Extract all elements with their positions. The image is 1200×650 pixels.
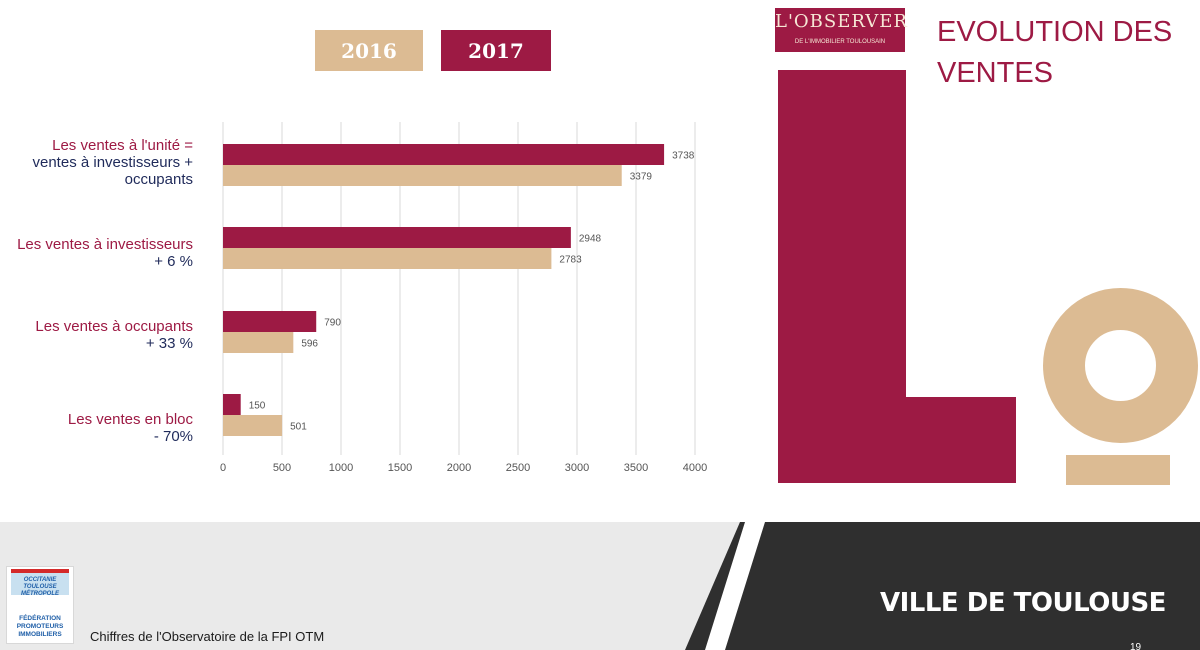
bar-2016: [223, 248, 552, 269]
page-number: 19: [1130, 642, 1142, 650]
data-label: 2948: [579, 234, 602, 245]
bar-chart: 0 500 1000 1500 2000 2500 3000 3500 4000 3738 2948…: [220, 122, 707, 474]
category-label-line: occupants: [124, 171, 193, 188]
category-label-unite: Les ventes à l'unité = ventes à investis…: [33, 137, 194, 188]
x-tick-label: 3000: [565, 462, 589, 474]
bar-2017: [223, 311, 317, 332]
x-tick-label: 4000: [683, 462, 707, 474]
bar-2016: [223, 165, 622, 186]
category-label-line: Les ventes à occupants: [35, 318, 193, 335]
data-label: 3738: [672, 151, 695, 162]
data-label: 2783: [559, 255, 582, 266]
bar-2016: [223, 415, 283, 436]
legend-2017: 2017: [441, 30, 551, 71]
x-tick-label: 1500: [388, 462, 412, 474]
legend-2016: 2016: [315, 30, 423, 71]
fpi-name-text: FÉDÉRATION PROMOTEURS IMMOBILIERS: [16, 615, 64, 638]
city-name: VILLE DE TOULOUSE: [880, 588, 1166, 618]
page-title: EVOLUTION DES VENTES: [937, 12, 1197, 94]
data-label: 596: [301, 339, 318, 350]
house-roof-icon: [11, 569, 69, 595]
bar-2016: [223, 332, 294, 353]
decorative-dash: [1066, 455, 1170, 485]
bar-2017: [223, 394, 241, 415]
category-label-bloc: Les ventes en bloc - 70%: [68, 411, 193, 445]
decorative-letter-o: [1043, 288, 1198, 443]
category-label-line: Les ventes en bloc: [67, 411, 193, 428]
observer-logo: L'OBSERVER DE L'IMMOBILIER TOULOUSAIN: [775, 8, 908, 52]
x-tick-label: 500: [273, 462, 291, 474]
category-label-investisseurs: Les ventes à investisseurs + 6 %: [17, 236, 193, 270]
footer-dark-panel: [685, 522, 1200, 650]
title-line: VENTES: [937, 57, 1054, 89]
category-label-line: ventes à investisseurs +: [32, 154, 194, 171]
logo-subtitle: DE L'IMMOBILIER TOULOUSAIN: [794, 39, 886, 45]
fpi-region-text: OCCITANIE TOULOUSE MÉTROPOLE: [20, 577, 59, 597]
data-label: 790: [324, 318, 341, 329]
decorative-letter-l-foot: [778, 397, 1016, 483]
source-note: Chiffres de l'Observatoire de la FPI OTM: [90, 629, 325, 644]
category-change-label: + 33 %: [145, 335, 193, 352]
category-change-label: - 70%: [153, 428, 193, 445]
data-label: 150: [249, 401, 266, 412]
data-label: 3379: [630, 172, 653, 183]
bar-2017: [223, 227, 571, 248]
x-tick-label: 0: [220, 462, 226, 474]
bar-2017: [223, 144, 665, 165]
logo-name: L'OBSERVER: [775, 11, 908, 32]
category-label-line: Les ventes à investisseurs: [17, 236, 193, 253]
category-change-label: + 6 %: [154, 253, 193, 270]
title-line: EVOLUTION DES: [937, 16, 1173, 48]
x-tick-label: 1000: [329, 462, 353, 474]
data-label: 501: [290, 422, 307, 433]
category-label-line: Les ventes à l'unité =: [52, 137, 193, 154]
category-label-occupants: Les ventes à occupants + 33 %: [35, 318, 193, 352]
fpi-logo: OCCITANIE TOULOUSE MÉTROPOLE FÉDÉRATION …: [6, 566, 74, 644]
x-tick-label: 3500: [624, 462, 648, 474]
x-tick-label: 2500: [506, 462, 530, 474]
x-tick-label: 2000: [447, 462, 471, 474]
